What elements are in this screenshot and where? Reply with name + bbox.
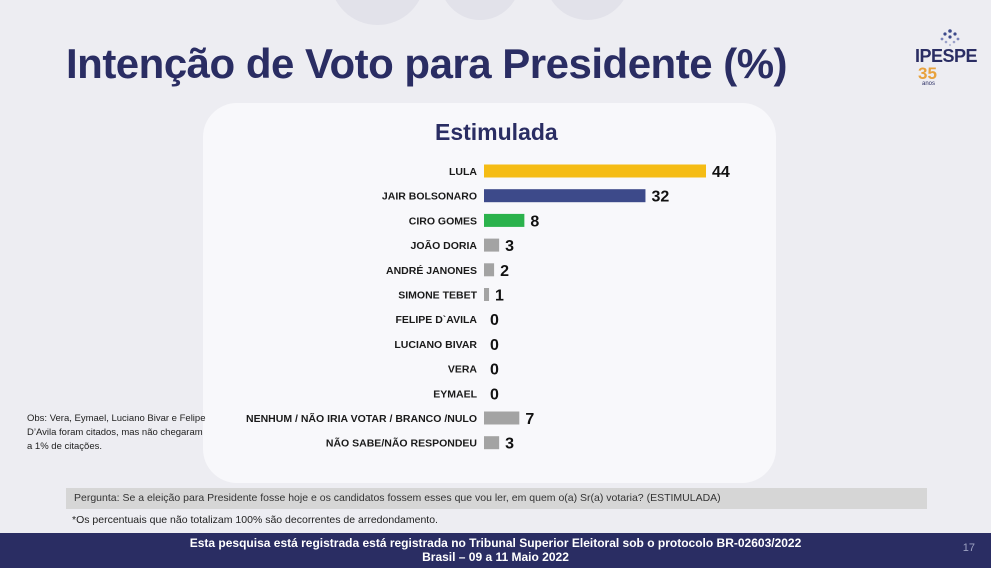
value-label: 32	[651, 189, 669, 206]
value-label: 0	[490, 386, 499, 403]
category-label: CIRO GOMES	[409, 215, 477, 227]
value-label: 0	[490, 312, 499, 329]
bar	[484, 263, 495, 277]
question-box: Pergunta: Se a eleição para Presidente f…	[66, 488, 927, 509]
category-label: ANDRÉ JANONES	[386, 264, 477, 277]
ipespe-logo: IPESPE 35 anos	[912, 28, 984, 90]
category-label: SIMONE TEBET	[398, 290, 477, 302]
chart-subtitle: Estimulada	[435, 119, 558, 145]
category-label: JOÃO DORIA	[410, 239, 477, 252]
bar	[484, 213, 525, 227]
value-label: 3	[505, 238, 514, 255]
logo-dots-icon	[940, 29, 960, 47]
bar	[484, 436, 500, 450]
logo-number: 35	[918, 64, 937, 83]
category-label: LULA	[449, 166, 477, 178]
bar	[484, 238, 500, 252]
value-label: 8	[530, 213, 539, 230]
logo-subtext: anos	[922, 81, 936, 87]
value-label: 0	[490, 362, 499, 379]
logo-text: IPESPE	[915, 46, 978, 66]
category-label: JAIR BOLSONARO	[382, 191, 477, 203]
value-label: 2	[500, 263, 509, 280]
slide-title: Intenção de Voto para Presidente (%)	[66, 40, 788, 87]
bar	[484, 288, 490, 301]
footer-registration: Esta pesquisa está registrada está regis…	[189, 536, 802, 550]
value-label: 7	[525, 411, 534, 428]
value-label: 3	[505, 436, 514, 453]
value-label: 44	[712, 164, 730, 181]
category-label: FELIPE D`AVILA	[396, 314, 478, 326]
category-label: NÃO SABE/NÃO RESPONDEU	[326, 437, 477, 450]
bar	[484, 164, 706, 178]
category-label: LUCIANO BIVAR	[394, 339, 477, 351]
category-label: NENHUM / NÃO IRIA VOTAR / BRANCO /NULO	[246, 412, 477, 425]
value-label: 0	[490, 337, 499, 354]
value-label: 1	[495, 288, 504, 305]
category-label: VERA	[448, 364, 478, 376]
observation-note: Obs: Vera, Eymael, Luciano Bivar e Felip…	[27, 413, 206, 452]
page-number: 17	[962, 542, 975, 554]
footer-date: Brasil – 09 a 11 Maio 2022	[422, 550, 569, 564]
bar	[484, 189, 646, 203]
category-label: EYMAEL	[433, 388, 477, 400]
rounding-note: *Os percentuais que não totalizam 100% s…	[72, 514, 438, 526]
footer-bar: Esta pesquisa está registrada está regis…	[0, 533, 991, 568]
bar	[484, 411, 520, 425]
